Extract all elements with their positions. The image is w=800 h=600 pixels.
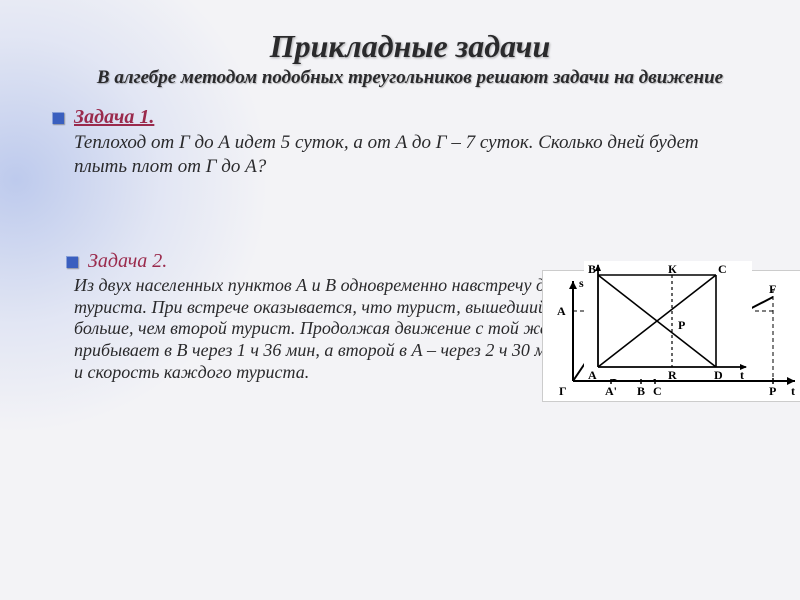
svg-text:В: В (637, 384, 645, 398)
bullet-icon (52, 112, 64, 124)
task1-row: Задача 1. (52, 106, 768, 129)
svg-text:К: К (668, 262, 677, 276)
svg-text:А: А (557, 304, 566, 318)
svg-text:А: А (588, 368, 597, 379)
spacer (52, 178, 768, 250)
svg-text:Р: Р (678, 318, 685, 332)
diagram-task2: А В С D К R Рt (584, 261, 752, 379)
svg-text:t: t (791, 384, 795, 398)
diagram2-svg: А В С D К R Рt (584, 261, 752, 379)
svg-text:С: С (653, 384, 662, 398)
task2-label: Задача 2. (88, 250, 167, 273)
svg-text:F: F (769, 282, 776, 296)
svg-text:t: t (740, 368, 744, 379)
svg-text:В: В (588, 262, 596, 276)
page-subtitle: В алгебре методом подобных треугольников… (52, 67, 768, 90)
task1-text: Теплоход от Г до А идет 5 суток, а от А … (74, 131, 714, 179)
task1-label: Задача 1. (74, 106, 154, 129)
svg-text:А': А' (605, 384, 617, 398)
svg-text:R: R (668, 368, 677, 379)
content-area: Задача 1. Теплоход от Г до А идет 5 суто… (52, 106, 768, 383)
svg-text:С: С (718, 262, 727, 276)
slide: Прикладные задачи В алгебре методом подо… (0, 0, 800, 600)
bullet-icon (66, 256, 78, 268)
svg-text:D: D (714, 368, 723, 379)
page-title: Прикладные задачи (52, 28, 768, 65)
svg-text:Г: Г (559, 384, 567, 398)
svg-text:Р: Р (769, 384, 776, 398)
